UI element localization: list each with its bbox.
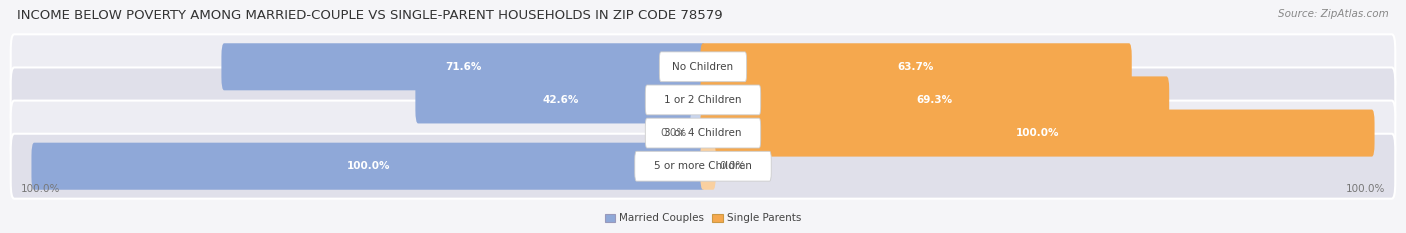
Text: 100.0%: 100.0% xyxy=(21,184,60,194)
FancyBboxPatch shape xyxy=(700,143,716,190)
FancyBboxPatch shape xyxy=(11,134,1395,199)
Text: 1 or 2 Children: 1 or 2 Children xyxy=(664,95,742,105)
FancyBboxPatch shape xyxy=(31,143,706,190)
FancyBboxPatch shape xyxy=(700,76,1170,123)
FancyBboxPatch shape xyxy=(221,43,706,90)
Text: 100.0%: 100.0% xyxy=(1346,184,1385,194)
FancyBboxPatch shape xyxy=(11,68,1395,132)
Text: 71.6%: 71.6% xyxy=(446,62,482,72)
Text: 100.0%: 100.0% xyxy=(1015,128,1059,138)
FancyBboxPatch shape xyxy=(659,52,747,82)
Text: 69.3%: 69.3% xyxy=(917,95,953,105)
Text: INCOME BELOW POVERTY AMONG MARRIED-COUPLE VS SINGLE-PARENT HOUSEHOLDS IN ZIP COD: INCOME BELOW POVERTY AMONG MARRIED-COUPL… xyxy=(17,9,723,22)
FancyBboxPatch shape xyxy=(634,151,772,181)
Text: 0.0%: 0.0% xyxy=(659,128,686,138)
FancyBboxPatch shape xyxy=(11,101,1395,165)
FancyBboxPatch shape xyxy=(700,110,1375,157)
Text: 3 or 4 Children: 3 or 4 Children xyxy=(664,128,742,138)
Text: 0.0%: 0.0% xyxy=(720,161,747,171)
Text: 63.7%: 63.7% xyxy=(898,62,934,72)
FancyBboxPatch shape xyxy=(690,110,706,157)
FancyBboxPatch shape xyxy=(11,34,1395,99)
Text: Source: ZipAtlas.com: Source: ZipAtlas.com xyxy=(1278,9,1389,19)
Text: 100.0%: 100.0% xyxy=(347,161,391,171)
FancyBboxPatch shape xyxy=(415,76,706,123)
FancyBboxPatch shape xyxy=(645,85,761,115)
Legend: Married Couples, Single Parents: Married Couples, Single Parents xyxy=(600,209,806,228)
FancyBboxPatch shape xyxy=(700,43,1132,90)
Text: 5 or more Children: 5 or more Children xyxy=(654,161,752,171)
FancyBboxPatch shape xyxy=(645,118,761,148)
Text: No Children: No Children xyxy=(672,62,734,72)
Text: 42.6%: 42.6% xyxy=(543,95,579,105)
